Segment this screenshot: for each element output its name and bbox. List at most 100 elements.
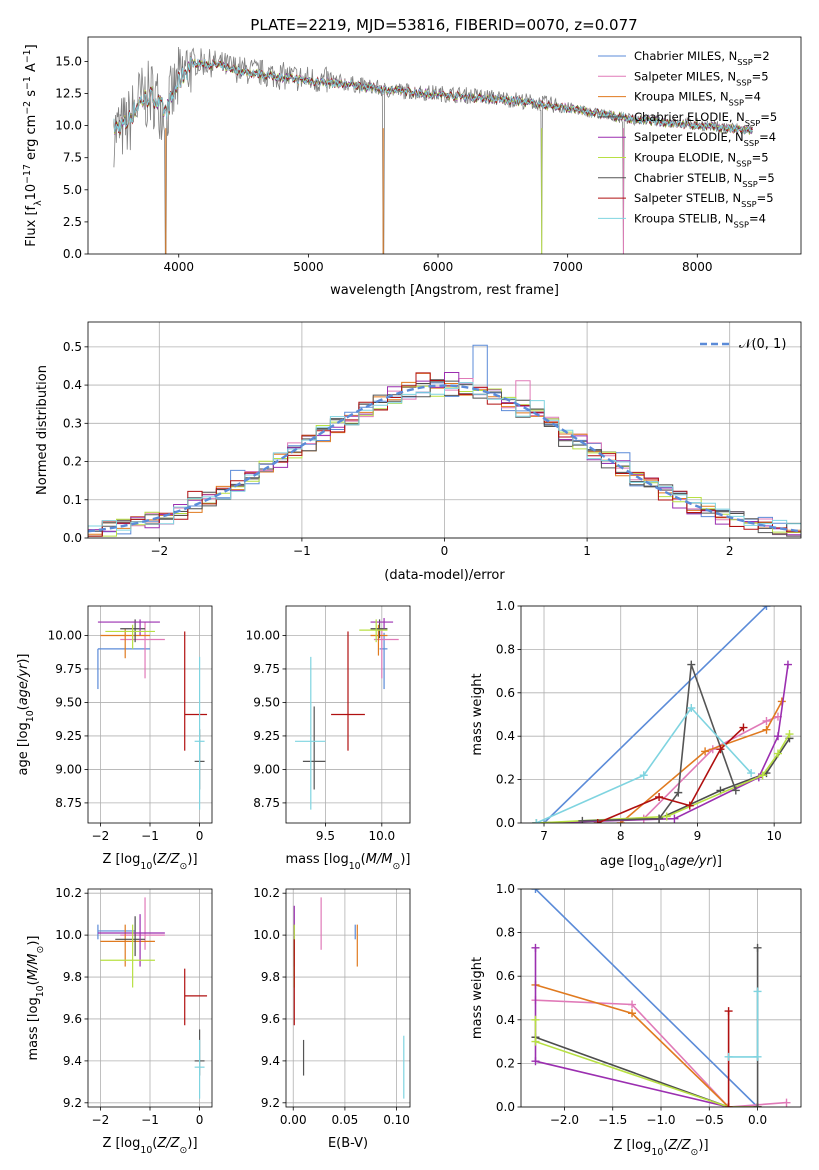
x-tick-label: −2 [92, 829, 110, 843]
legend-label: Kroupa STELIB, NSSP=4 [634, 211, 766, 229]
mass-weight-vs-metallicity-panel: −2.0 −1.5 −1.0 −0.5 0.0 0.0 0.2 0.4 0.6 0.8 1.0 Z [… [470, 882, 802, 1158]
mass-weight-line [543, 606, 768, 823]
legend-label: Kroupa MILES, NSSP=4 [634, 90, 761, 108]
mass-weight-marker [531, 943, 540, 952]
x-axis-label: Z [log10(Z/Z⊙)] [613, 1138, 708, 1158]
y-tick-label: 9.2 [63, 1096, 82, 1110]
x-tick-label: −1 [293, 544, 311, 558]
x-tick-label: 7000 [552, 260, 583, 274]
y-tick-label: 12.5 [55, 86, 82, 100]
x-tick-label: −1.5 [598, 1113, 627, 1127]
y-tick-label: 9.50 [253, 695, 280, 709]
y-tick-label: 0.1 [63, 493, 82, 507]
x-axis-label: Z [log10(Z/Z⊙)] [102, 852, 197, 872]
y-tick-label: 9.8 [63, 970, 82, 984]
mass-weight-marker [674, 788, 683, 797]
mass-vs-extinction-panel: 0.00 0.05 0.10 9.2 9.4 9.6 9.8 10.0 10.2 E(B-V) [253, 886, 411, 1151]
x-tick-label: 0.0 [748, 1113, 767, 1127]
mass-weight-marker [628, 1000, 637, 1009]
legend-label: Salpeter MILES, NSSP=5 [634, 69, 769, 87]
age-vs-metallicity-panel: −2 −1 0 8.75 9.00 9.25 9.50 9.75 10.00 Z [log10(Z… [16, 605, 213, 872]
y-tick-label: 0.0 [496, 816, 515, 830]
y-tick-label: 1.0 [496, 599, 515, 613]
y-tick-label: 0.0 [496, 1100, 515, 1114]
panels: 4000 5000 6000 7000 80000.02.55.07.510.012.5… [16, 36, 802, 1158]
y-tick-label: 10.2 [55, 886, 82, 900]
legend-label: 𝒩(0, 1) [739, 337, 786, 352]
x-tick-label: 2 [726, 544, 734, 558]
y-tick-label: 9.8 [261, 970, 280, 984]
y-tick-label: 8.75 [55, 796, 82, 810]
y-tick-label: 7.5 [63, 151, 82, 165]
plot-area [113, 46, 753, 254]
legend: 𝒩(0, 1) [700, 337, 786, 352]
y-tick-label: 9.6 [63, 1012, 82, 1026]
mass-weight-marker [687, 703, 696, 712]
x-axis-label: (data-model)/error [384, 568, 505, 583]
mass-weight-marker [753, 987, 762, 996]
x-tick-label: 9 [694, 829, 702, 843]
x-tick-label: 8000 [682, 260, 713, 274]
x-tick-label: 0.05 [332, 1113, 359, 1127]
y-tick-label: 0.2 [496, 773, 515, 787]
x-tick-label: −0.5 [695, 1113, 724, 1127]
y-tick-label: 9.75 [253, 662, 280, 676]
mass-weight-marker [753, 1103, 762, 1107]
legend: Chabrier MILES, NSSP=2 Salpeter MILES, NS… [598, 49, 777, 229]
x-axis-label: wavelength [Angstrom, rest frame] [330, 283, 559, 298]
y-tick-label: 10.0 [55, 119, 82, 133]
y-tick-label: 9.2 [261, 1096, 280, 1110]
mass-weight-line [535, 1036, 758, 1107]
mass-weight-line [620, 701, 783, 823]
mass-weight-marker [753, 943, 762, 952]
x-tick-label: 0.00 [280, 1113, 307, 1127]
x-tick-label: 5000 [293, 260, 324, 274]
spectrum-panel: 4000 5000 6000 7000 8000 0.0 2.5 5.0 7.5 10.0 12.5… [22, 36, 802, 298]
y-tick-label: 15.0 [55, 54, 82, 68]
y-axis-label: mass [log10(M/M⊙)] [26, 936, 46, 1061]
mass-weight-marker [628, 1009, 637, 1018]
y-tick-label: 10.00 [48, 628, 82, 642]
x-tick-label: −2.0 [550, 1113, 579, 1127]
y-tick-label: 0.5 [63, 340, 82, 354]
mass-weight-marker [785, 730, 794, 739]
mass-weight-marker [724, 1007, 733, 1016]
y-tick-label: 0.4 [63, 378, 82, 392]
y-tick-label: 9.50 [55, 695, 82, 709]
x-axis-label: Z [log10(Z/Z⊙)] [102, 1136, 197, 1156]
mass-weight-line [534, 889, 759, 1107]
y-tick-label: 0.0 [63, 247, 82, 261]
mass-weight-marker [655, 792, 664, 801]
axes-frame [520, 605, 802, 824]
mass-weight-marker [662, 812, 671, 821]
age-vs-mass-panel: 9.5 10.0 8.75 9.00 9.25 9.50 9.75 10.00 mass [lo… [246, 605, 410, 872]
mass-weight-marker [724, 1103, 733, 1107]
axes-frame [520, 888, 802, 1108]
y-tick-label: 9.25 [55, 729, 82, 743]
y-tick-label: 0.2 [63, 455, 82, 469]
plot-area [531, 889, 791, 1107]
mass-weight-marker [731, 786, 740, 795]
y-tick-label: 2.5 [63, 215, 82, 229]
x-tick-label: 8 [617, 829, 625, 843]
mass-weight-marker [531, 1037, 540, 1046]
mass-weight-line [534, 1019, 758, 1107]
axes-frame [87, 605, 213, 824]
y-tick-label: 10.00 [246, 628, 280, 642]
y-tick-label: 0.3 [63, 416, 82, 430]
y-tick-label: 9.6 [261, 1012, 280, 1026]
mass-weight-marker [762, 606, 771, 610]
x-tick-label: 0 [196, 829, 204, 843]
axes-frame [87, 36, 802, 255]
mass-weight-marker [531, 1057, 540, 1066]
mass-weight-marker [701, 747, 710, 756]
y-tick-label: 0.4 [496, 1013, 515, 1027]
plot-area [88, 344, 801, 537]
mass-weight-marker [724, 1052, 733, 1061]
y-tick-label: 0.8 [496, 926, 515, 940]
legend-label: Salpeter STELIB, NSSP=5 [634, 191, 774, 209]
y-tick-label: 10.0 [253, 928, 280, 942]
y-tick-label: 8.75 [253, 796, 280, 810]
y-axis-label: age [log10(age/yr)] [16, 653, 36, 775]
